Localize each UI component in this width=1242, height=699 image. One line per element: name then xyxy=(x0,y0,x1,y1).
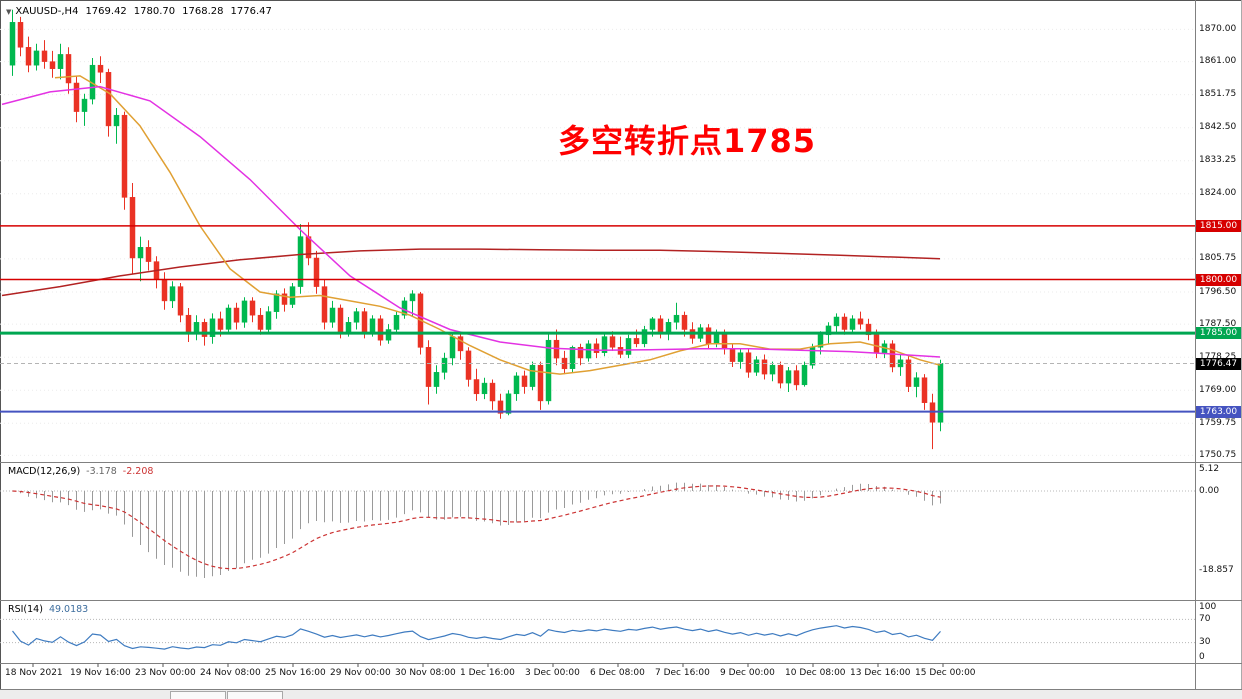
collapse-arrow-icon[interactable]: ▼ xyxy=(6,8,12,16)
rsi-indicator-label: RSI(14) 49.0183 xyxy=(8,604,94,615)
rsi-panel xyxy=(0,618,1195,650)
ohlc-close: 1776.47 xyxy=(230,6,272,17)
chart-tab[interactable] xyxy=(227,691,283,699)
macd-indicator-label: MACD(12,26,9) -3.178 -2.208 xyxy=(8,466,159,477)
chart-tabs-bar xyxy=(0,689,1242,699)
ohlc-low: 1768.28 xyxy=(182,6,224,17)
symbol-timeframe-label: XAUUSD-,H4 xyxy=(15,6,79,17)
macd-value: -3.178 xyxy=(86,466,117,477)
ohlc-high: 1780.70 xyxy=(133,6,176,17)
ma-magenta xyxy=(1,85,941,358)
macd-signal-value: -2.208 xyxy=(122,466,154,477)
rsi-name: RSI(14) xyxy=(8,604,43,615)
chart-header: ▼ XAUUSD-,H4 1769.42 1780.70 1768.28 1776.47 xyxy=(6,6,279,17)
ohlc-open: 1769.42 xyxy=(85,6,127,17)
main-price-panel xyxy=(0,9,1195,456)
ma-darkred xyxy=(1,248,941,297)
macd-panel xyxy=(0,482,1195,578)
candles xyxy=(9,9,944,450)
chart-tab[interactable] xyxy=(170,691,226,699)
macd-name: MACD(12,26,9) xyxy=(8,466,81,477)
rsi-value: 49.0183 xyxy=(48,604,89,615)
annotation-text: 多空转折点1785 xyxy=(558,122,817,160)
